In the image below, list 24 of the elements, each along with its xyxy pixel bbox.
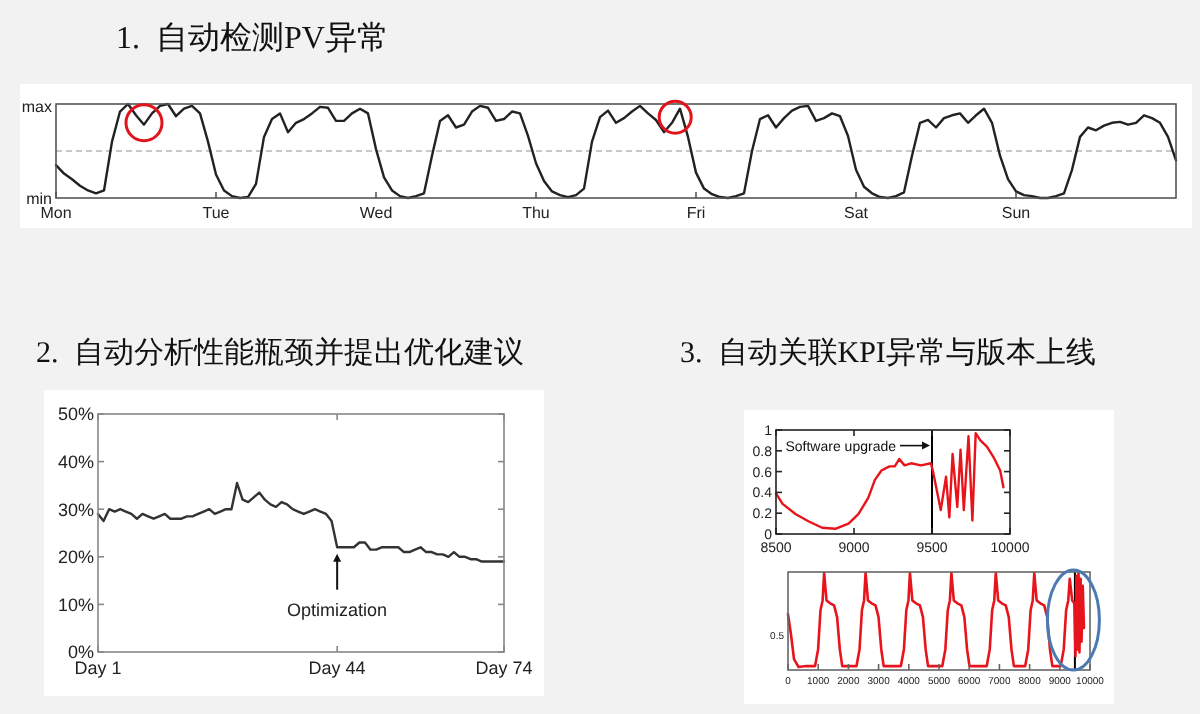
line-series — [774, 431, 1005, 530]
y-tick-label: 50% — [57, 404, 94, 425]
x-tick-label: Thu — [522, 204, 550, 222]
annotation: Optimization — [287, 599, 388, 620]
x-tick-label: Mon — [40, 204, 72, 222]
line-series — [96, 481, 506, 563]
x-tick-label: Wed — [359, 204, 393, 222]
chart-title: 3. 自动关联KPI异常与版本上线 — [680, 336, 1096, 370]
text: max — [21, 98, 52, 116]
x-tick-label: Day 74 — [475, 658, 533, 678]
y-tick-label: 0% — [67, 642, 94, 663]
x-tick-label: Day 44 — [308, 658, 366, 678]
x-tick-label: Fri — [686, 204, 706, 222]
y-tick-label: 30% — [57, 499, 94, 520]
x-tick-label: Tue — [202, 204, 231, 222]
x-tick-label: Sat — [843, 204, 870, 222]
y-tick-label: 20% — [57, 547, 94, 568]
text: min — [26, 190, 52, 208]
y-tick-label: 10% — [57, 594, 94, 615]
chart-title: 2. 自动分析性能瓶颈并提出优化建议 — [36, 336, 524, 370]
x-tick-label: Sun — [1001, 204, 1031, 222]
chart-title: 1. 自动检测PV异常 — [116, 20, 389, 56]
y-tick-label: 40% — [57, 451, 94, 472]
x-tick-label: Day 1 — [74, 658, 122, 678]
